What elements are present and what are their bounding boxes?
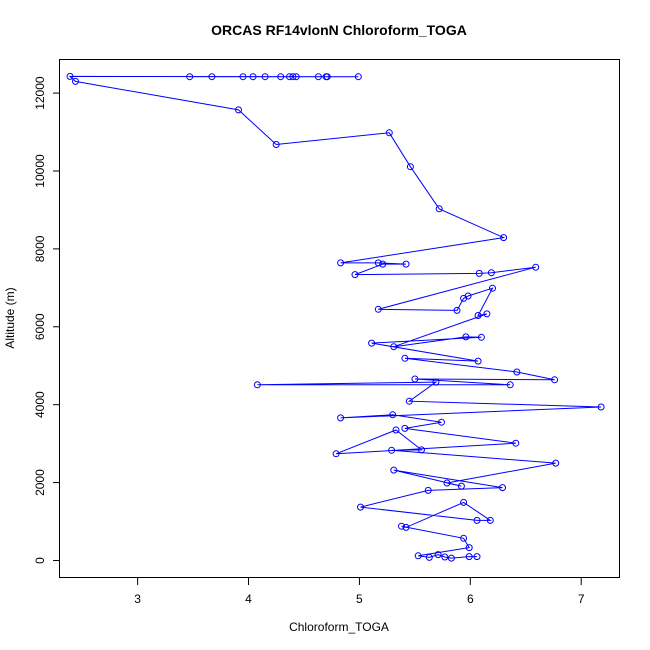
x-tick-label: 7 [578, 592, 585, 606]
data-point [434, 551, 442, 559]
data-point [506, 381, 514, 389]
data-point [406, 163, 414, 171]
y-axis: 0 2000 4000 6000 8000 10000 12000 [33, 76, 60, 564]
data-point [249, 73, 257, 81]
data-point [465, 544, 473, 552]
y-tick-label: 10000 [33, 154, 47, 188]
data-point [457, 482, 465, 490]
data-point [239, 73, 247, 81]
data-point [473, 516, 481, 524]
y-tick-label: 2000 [33, 469, 47, 496]
data-point [435, 205, 443, 213]
data-point [385, 129, 393, 137]
data-point [388, 446, 396, 454]
data-point [425, 553, 433, 561]
data-point [424, 486, 432, 494]
data-point [286, 73, 293, 81]
data-point [473, 553, 481, 561]
data-point [66, 72, 74, 80]
data-point [186, 73, 194, 81]
data-point [357, 503, 364, 511]
x-tick-label: 6 [467, 592, 474, 606]
data-point [374, 305, 382, 313]
data-point [465, 553, 473, 561]
data-point [460, 294, 468, 302]
chart-title: ORCAS RF14vlonN Chloroform_TOGA [211, 22, 467, 38]
data-point [489, 284, 496, 292]
data-point [477, 333, 485, 341]
data-point [323, 73, 331, 81]
data-point [512, 439, 520, 447]
data-point [235, 106, 242, 114]
data-point [474, 312, 482, 319]
data-point [253, 381, 261, 389]
data-point [292, 73, 300, 81]
data-point [332, 450, 340, 458]
x-tick-label: 4 [245, 592, 252, 606]
data-point [405, 397, 413, 405]
y-tick-label: 4000 [33, 391, 47, 418]
data-point [272, 141, 280, 148]
data-point [351, 271, 359, 279]
data-point [483, 310, 491, 318]
data-point [486, 516, 494, 524]
data-point [277, 73, 285, 81]
x-tick-label: 3 [134, 592, 141, 606]
data-point [474, 357, 482, 365]
data-point [438, 418, 445, 426]
data-point [401, 424, 409, 432]
data-point [402, 260, 410, 268]
series-line [68, 75, 602, 559]
data-point [551, 376, 559, 384]
data-point [414, 552, 422, 560]
data-point [552, 459, 560, 467]
data-point [379, 260, 387, 268]
data-point [398, 522, 405, 530]
data-point [314, 73, 322, 81]
data-point [462, 333, 470, 341]
data-point [418, 446, 425, 454]
y-tick-label: 12000 [33, 76, 47, 110]
data-point [475, 269, 483, 277]
data-point [390, 343, 398, 351]
data-point [441, 553, 449, 561]
data-point [532, 263, 540, 271]
x-tick-label: 5 [356, 592, 363, 606]
data-point [401, 354, 409, 362]
data-point [208, 73, 216, 81]
data-point [354, 73, 362, 81]
data-point [411, 375, 419, 383]
data-point [402, 523, 410, 531]
y-tick-label: 6000 [33, 313, 47, 340]
data-point [72, 77, 79, 85]
y-tick-label: 8000 [33, 235, 47, 262]
plot-frame [59, 59, 620, 578]
data-point [453, 306, 461, 314]
data-point [447, 554, 455, 562]
data-point [597, 403, 605, 411]
data-points [66, 72, 605, 562]
x-axis-label: Chloroform_TOGA [289, 620, 389, 634]
data-point [432, 378, 440, 386]
y-tick-label: 0 [33, 557, 47, 564]
data-point [460, 498, 468, 506]
data-point [389, 411, 397, 419]
data-point [392, 426, 400, 434]
data-point [337, 259, 345, 267]
data-point [289, 73, 297, 81]
data-point [499, 484, 506, 492]
data-point [337, 414, 345, 422]
x-axis: 3 4 5 6 7 [134, 578, 585, 606]
data-point [374, 259, 382, 267]
data-point [487, 269, 495, 277]
data-point [368, 339, 376, 347]
data-point [460, 534, 468, 542]
data-point [261, 73, 269, 81]
data-point [443, 479, 451, 487]
data-point [500, 234, 508, 242]
data-point [513, 368, 521, 376]
y-axis-label: Altitude (m) [3, 287, 17, 348]
data-point [390, 466, 398, 474]
